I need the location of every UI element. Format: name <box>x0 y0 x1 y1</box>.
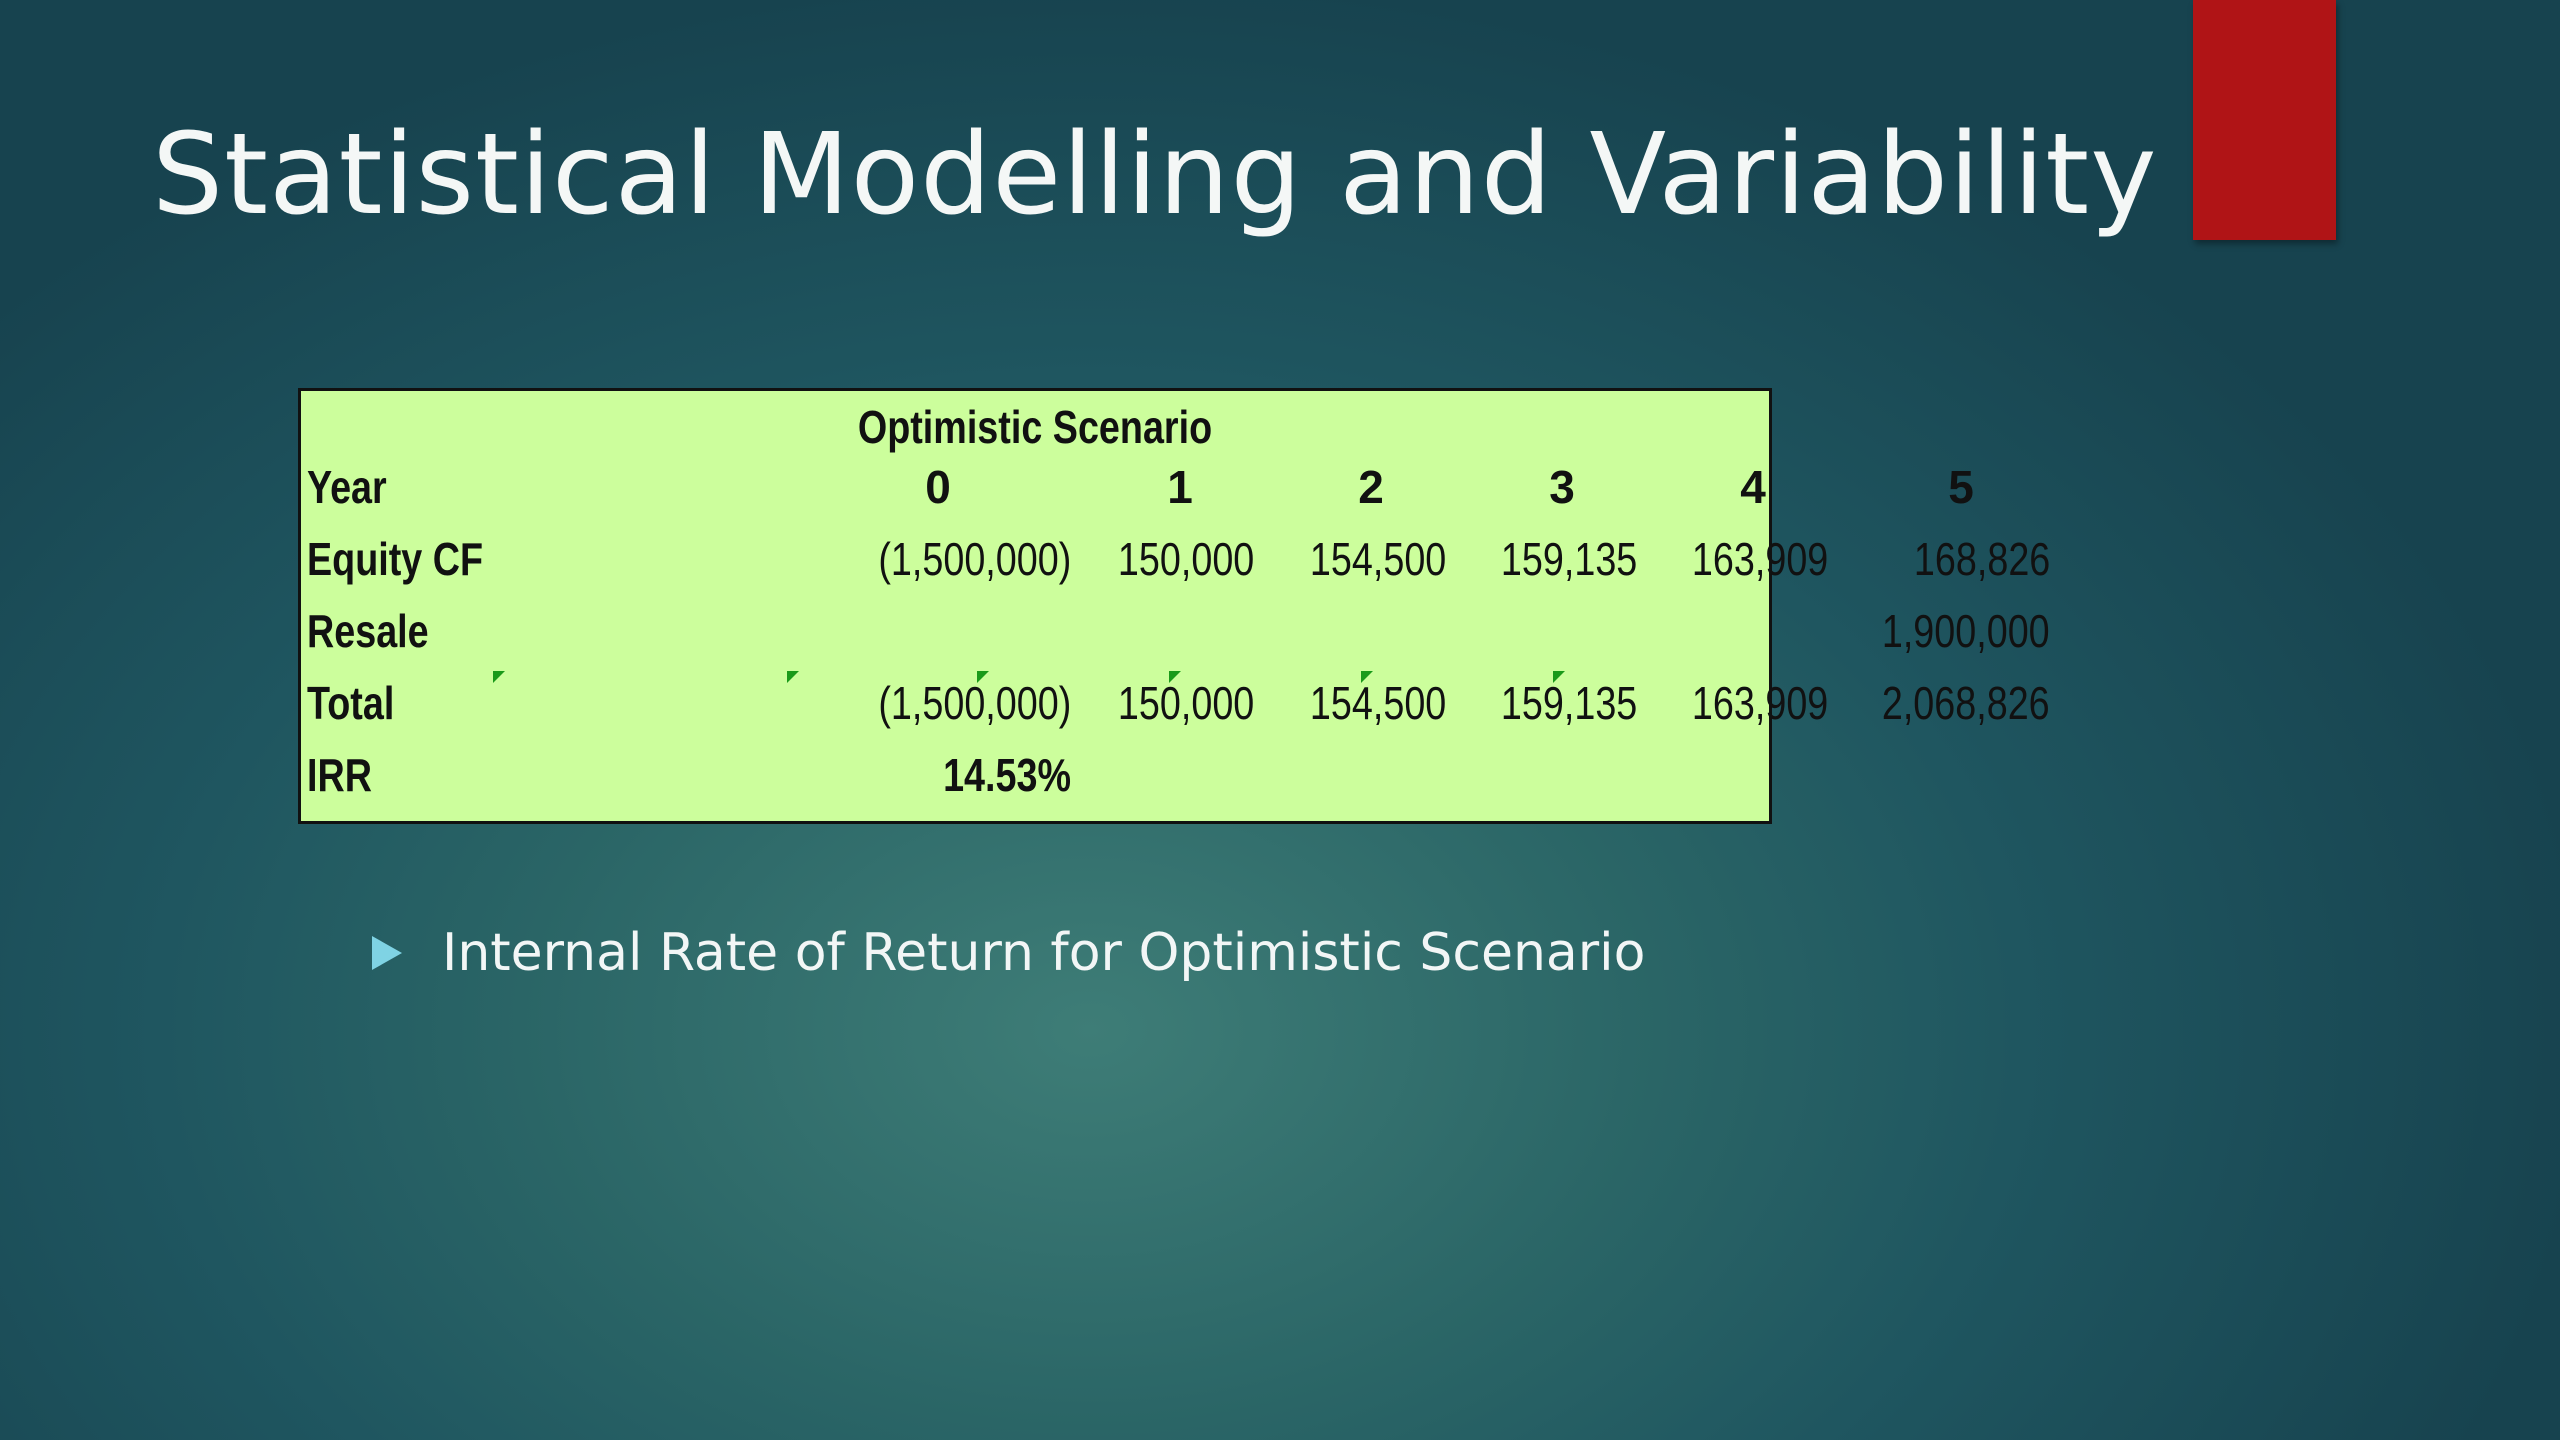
table-cell: 154,500 <box>1309 677 1446 729</box>
spreadsheet-table: Optimistic Scenario Year 0 1 2 3 4 5 Equ… <box>298 388 2050 824</box>
year-header: 4 <box>1740 461 1766 513</box>
table-row-year: Year 0 1 2 3 4 5 <box>301 451 1974 523</box>
table-row: Resale 1,900,000 <box>301 595 2050 667</box>
row-label: Resale <box>307 605 429 657</box>
table-cell: 150,000 <box>1117 533 1254 585</box>
error-indicator-icon <box>787 671 799 683</box>
table-title: Optimistic Scenario <box>857 401 1213 453</box>
year-header: 0 <box>925 461 951 513</box>
row-label: Year <box>307 461 387 513</box>
table-row: Equity CF (1,500,000) 150,000 154,500 15… <box>301 523 2050 595</box>
table-cell: 154,500 <box>1309 533 1446 585</box>
table-cell: 159,135 <box>1500 677 1637 729</box>
row-label: IRR <box>307 749 372 801</box>
row-label: Total <box>307 677 395 729</box>
accent-bar <box>2193 0 2336 240</box>
error-indicator-icon <box>1361 671 1373 683</box>
year-header: 3 <box>1549 461 1575 513</box>
row-label: Equity CF <box>307 533 484 585</box>
table-row: IRR 14.53% <box>301 739 1769 811</box>
table-cell: 159,135 <box>1500 533 1637 585</box>
year-header: 2 <box>1358 461 1384 513</box>
table-cell: (1,500,000) <box>878 677 1071 729</box>
error-indicator-icon <box>493 671 505 683</box>
table-cell: 163,909 <box>1691 533 1828 585</box>
slide-title: Statistical Modelling and Variability <box>152 110 2158 240</box>
triangle-bullet-icon <box>372 936 402 970</box>
year-header: 1 <box>1167 461 1193 513</box>
error-indicator-icon <box>1169 671 1181 683</box>
irr-value: 14.53% <box>943 749 1071 801</box>
table-cell: (1,500,000) <box>878 533 1071 585</box>
table-cell: 163,909 <box>1691 677 1828 729</box>
error-indicator-icon <box>977 671 989 683</box>
bullet-text: Internal Rate of Return for Optimistic S… <box>442 923 1646 983</box>
table-cell: 2,068,826 <box>1882 677 2050 729</box>
table-row: Total (1,500,000) 150,000 154,500 159,13… <box>301 667 2050 739</box>
table-cell: 150,000 <box>1117 677 1254 729</box>
table-cell: 168,826 <box>1913 533 2050 585</box>
error-indicator-icon <box>1553 671 1565 683</box>
year-header: 5 <box>1948 461 1974 513</box>
table-cell: 1,900,000 <box>1882 605 2050 657</box>
